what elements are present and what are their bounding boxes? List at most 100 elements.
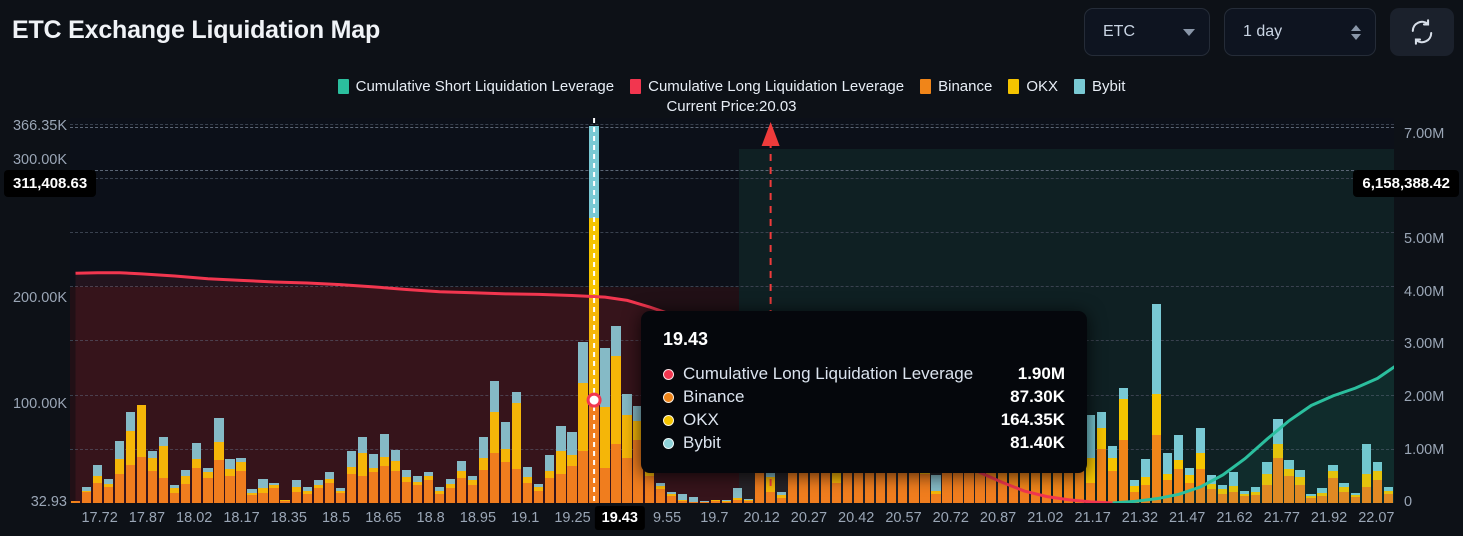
bar-column[interactable] bbox=[445, 479, 456, 503]
bar-column[interactable] bbox=[170, 484, 180, 503]
legend-item-bybit[interactable]: Bybit bbox=[1074, 78, 1125, 95]
bar-column[interactable] bbox=[1328, 464, 1338, 503]
bar-column[interactable] bbox=[1383, 487, 1393, 503]
bar-column[interactable] bbox=[1295, 470, 1305, 503]
bar-column[interactable] bbox=[721, 499, 731, 503]
bar-column[interactable] bbox=[931, 474, 941, 503]
bar-column[interactable] bbox=[81, 487, 92, 503]
bar-column[interactable] bbox=[137, 404, 147, 503]
bar-column[interactable] bbox=[456, 461, 467, 503]
bar-column[interactable] bbox=[743, 498, 754, 503]
bar-segment-binance bbox=[931, 493, 941, 503]
bar-column[interactable] bbox=[490, 380, 500, 503]
bar-column[interactable] bbox=[103, 479, 114, 503]
bar-column[interactable] bbox=[346, 450, 356, 503]
bar-column[interactable] bbox=[423, 472, 434, 503]
bar-column[interactable] bbox=[622, 394, 632, 503]
bar-column[interactable] bbox=[70, 500, 81, 503]
bar-column[interactable] bbox=[379, 433, 390, 503]
bar-column[interactable] bbox=[1174, 435, 1184, 503]
bar-column[interactable] bbox=[1372, 462, 1382, 503]
bar-column[interactable] bbox=[1284, 460, 1294, 503]
bar-column[interactable] bbox=[92, 464, 103, 503]
bar-column[interactable] bbox=[1162, 453, 1173, 503]
bar-column[interactable] bbox=[776, 491, 787, 503]
bar-column[interactable] bbox=[335, 488, 345, 503]
legend-item-binance[interactable]: Binance bbox=[920, 78, 992, 95]
bar-column[interactable] bbox=[1118, 387, 1129, 503]
bar-column[interactable] bbox=[1129, 480, 1140, 503]
bar-column[interactable] bbox=[1306, 493, 1316, 503]
bar-column[interactable] bbox=[302, 487, 312, 503]
bar-column[interactable] bbox=[1085, 414, 1096, 503]
bar-column[interactable] bbox=[1350, 492, 1360, 503]
bar-column[interactable] bbox=[247, 489, 257, 503]
bar-column[interactable] bbox=[1317, 488, 1327, 503]
period-select[interactable]: 1 day bbox=[1224, 8, 1376, 56]
bar-column[interactable] bbox=[225, 458, 235, 503]
bar-column[interactable] bbox=[269, 482, 279, 503]
bar-column[interactable] bbox=[468, 475, 478, 503]
legend-item-cumulative-long[interactable]: Cumulative Long Liquidation Leverage bbox=[630, 78, 904, 95]
bar-column[interactable] bbox=[600, 347, 610, 503]
legend-item-cumulative-short[interactable]: Cumulative Short Liquidation Leverage bbox=[337, 78, 614, 95]
bar-column[interactable] bbox=[368, 454, 378, 503]
legend-item-okx[interactable]: OKX bbox=[1008, 78, 1058, 95]
bar-column[interactable] bbox=[578, 342, 588, 503]
bar-column[interactable] bbox=[688, 497, 698, 503]
bar-column[interactable] bbox=[181, 470, 191, 503]
bar-column[interactable] bbox=[148, 450, 158, 503]
bar-column[interactable] bbox=[1140, 458, 1151, 503]
bar-column[interactable] bbox=[1240, 490, 1250, 503]
refresh-button[interactable] bbox=[1390, 8, 1454, 56]
bar-segment-okx bbox=[721, 500, 731, 502]
bar-column[interactable] bbox=[1262, 462, 1272, 503]
bar-column[interactable] bbox=[479, 437, 489, 503]
bar-column[interactable] bbox=[677, 493, 687, 503]
bar-column[interactable] bbox=[280, 499, 290, 503]
bar-column[interactable] bbox=[699, 500, 709, 503]
gridline-highlight bbox=[70, 127, 1394, 128]
bar-column[interactable] bbox=[710, 499, 720, 503]
bar-column[interactable] bbox=[390, 449, 401, 503]
bar-column[interactable] bbox=[1361, 444, 1371, 503]
bar-column[interactable] bbox=[1229, 472, 1239, 503]
bar-column[interactable] bbox=[434, 487, 445, 503]
bar-column[interactable] bbox=[1185, 467, 1195, 503]
coin-select[interactable]: ETC bbox=[1084, 8, 1210, 56]
bar-column[interactable] bbox=[313, 480, 323, 503]
bar-column[interactable] bbox=[512, 392, 522, 503]
bar-column[interactable] bbox=[655, 482, 665, 503]
bar-column[interactable] bbox=[324, 472, 334, 503]
bar-column[interactable] bbox=[556, 426, 566, 503]
bar-column[interactable] bbox=[523, 466, 533, 503]
bar-column[interactable] bbox=[159, 437, 169, 503]
bar-column[interactable] bbox=[633, 405, 643, 503]
bar-column[interactable] bbox=[666, 491, 676, 503]
bar-column[interactable] bbox=[1251, 487, 1261, 503]
bar-column[interactable] bbox=[1339, 482, 1349, 503]
bar-column[interactable] bbox=[115, 440, 125, 503]
bar-column[interactable] bbox=[192, 443, 202, 503]
bar-segment-bybit bbox=[1085, 414, 1096, 458]
bar-column[interactable] bbox=[1218, 484, 1228, 503]
bar-column[interactable] bbox=[1151, 303, 1162, 503]
bar-column[interactable] bbox=[611, 326, 621, 503]
bar-column[interactable] bbox=[291, 480, 301, 503]
bar-column[interactable] bbox=[732, 488, 743, 503]
bar-segment-binance bbox=[479, 470, 489, 503]
bar-column[interactable] bbox=[545, 455, 555, 503]
bar-column[interactable] bbox=[501, 421, 511, 503]
bar-column[interactable] bbox=[567, 431, 577, 503]
bar-column[interactable] bbox=[1107, 446, 1118, 503]
bar-column[interactable] bbox=[214, 418, 224, 503]
bar-column[interactable] bbox=[258, 479, 268, 503]
bar-column[interactable] bbox=[357, 437, 367, 503]
bar-column[interactable] bbox=[412, 475, 423, 503]
bar-column[interactable] bbox=[236, 457, 246, 503]
bar-column[interactable] bbox=[534, 483, 544, 503]
bar-column[interactable] bbox=[203, 467, 213, 503]
bar-column[interactable] bbox=[126, 412, 136, 503]
bar-column[interactable] bbox=[1096, 412, 1107, 503]
bar-column[interactable] bbox=[401, 470, 412, 503]
